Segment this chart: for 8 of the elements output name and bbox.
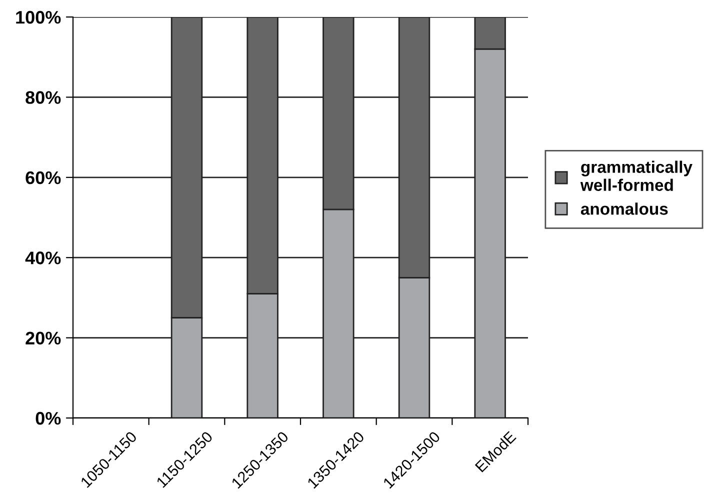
y-tick-label: 20%: [26, 332, 61, 345]
y-tick-label: 40%: [25, 252, 61, 264]
y-tick-label: 60%: [26, 171, 61, 184]
legend-label: grammatically well-formed: [580, 160, 692, 191]
legend-label: anomalous: [580, 202, 668, 215]
y-tick-label: 100%: [16, 10, 61, 24]
y-tick-label: 80%: [26, 91, 61, 104]
y-tick-label: 0%: [36, 412, 61, 425]
